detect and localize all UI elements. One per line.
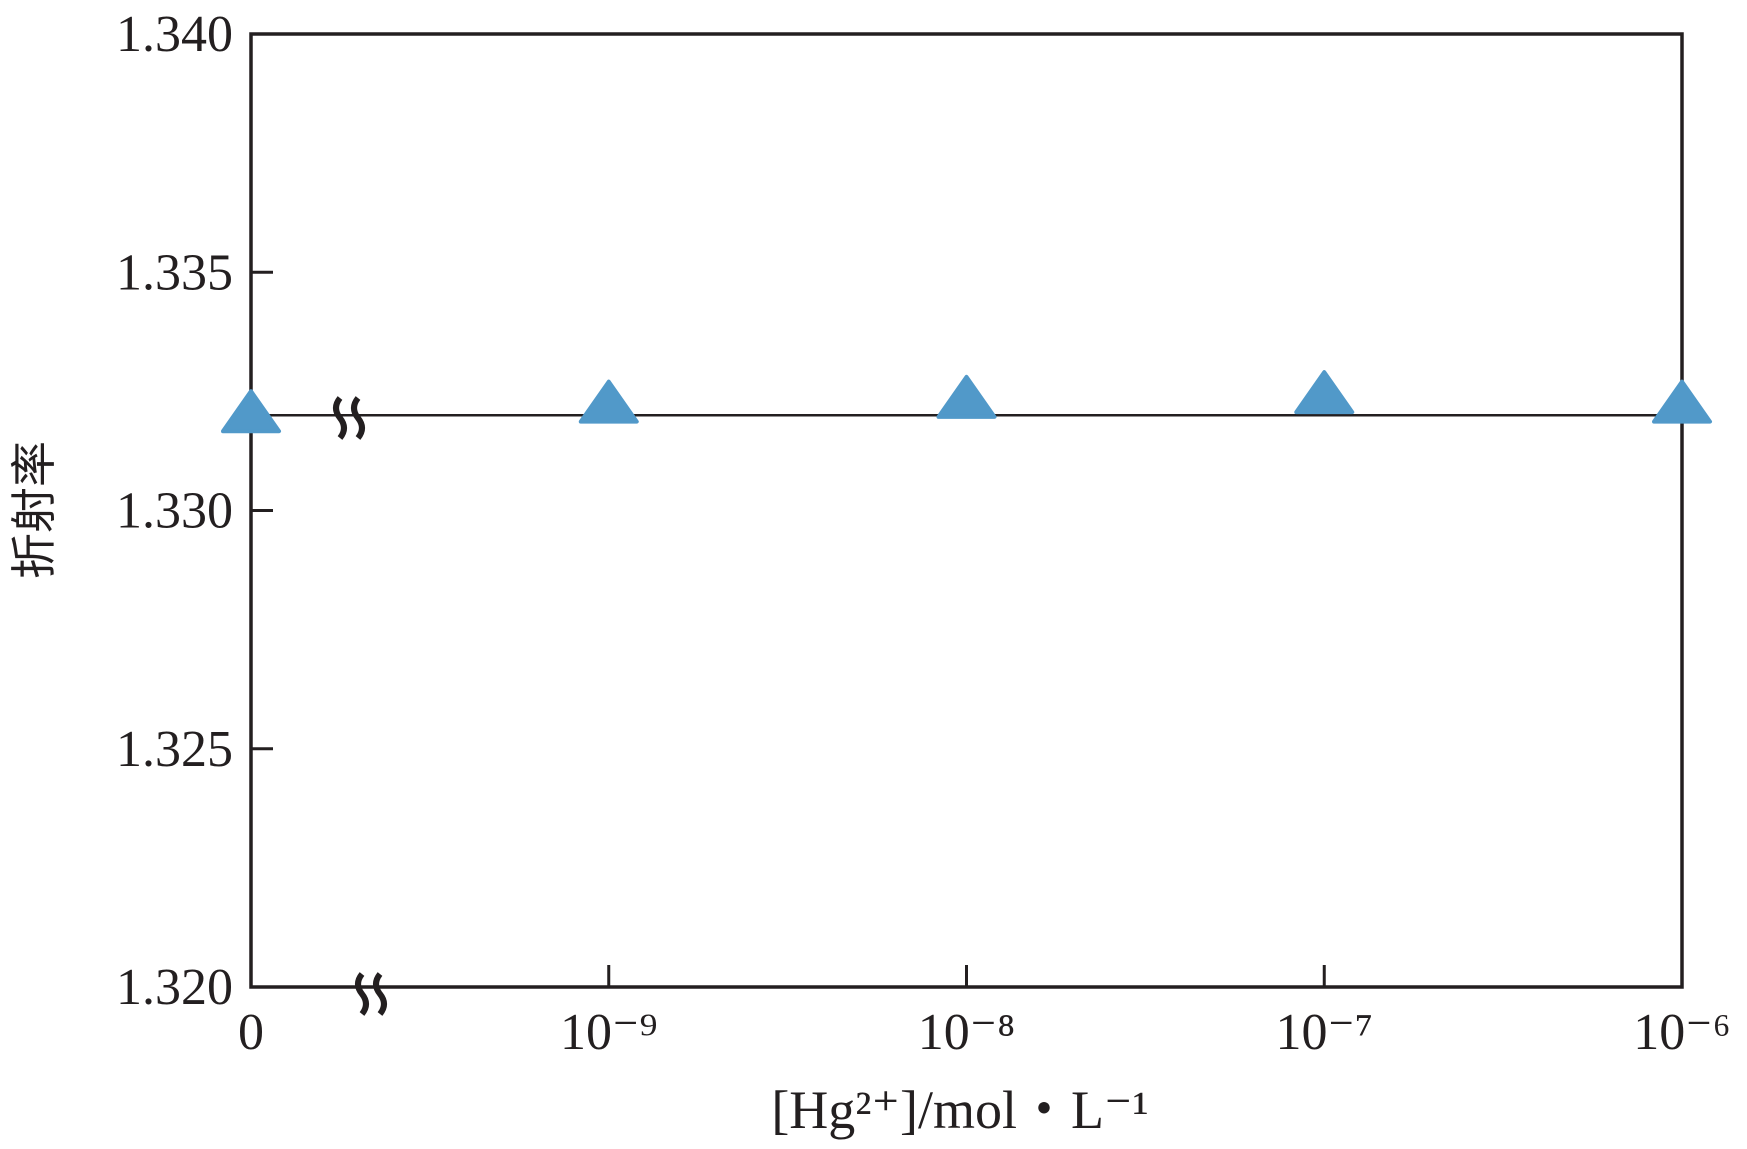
y-tick-label: 1.325 [116,721,233,778]
plot-frame [249,32,1684,989]
y-tick-label: 1.340 [116,6,233,63]
x-tick-label: 10⁻⁷ [1275,1004,1373,1061]
triangle-marker [1652,379,1712,424]
y-tick-label: 1.330 [116,483,233,540]
y-tick-label: 1.320 [116,959,233,1016]
triangle-marker [221,389,281,434]
triangle-marker [1294,370,1355,415]
x-tick-label: 0 [238,1004,264,1061]
x-tick-label: 10⁻⁸ [918,1004,1016,1061]
y-tick-label: 1.335 [116,244,233,301]
axis-break-marks [333,396,387,1016]
y-axis-label: 折射率 [7,441,61,579]
triangle-marker [936,374,997,419]
x-tick-label: 10⁻⁶ [1633,1004,1731,1061]
x-axis-label: [Hg²⁺]/mol・L⁻¹ [771,1080,1148,1140]
x-tick-label: 10⁻⁹ [560,1004,658,1061]
triangle-marker [578,379,639,424]
